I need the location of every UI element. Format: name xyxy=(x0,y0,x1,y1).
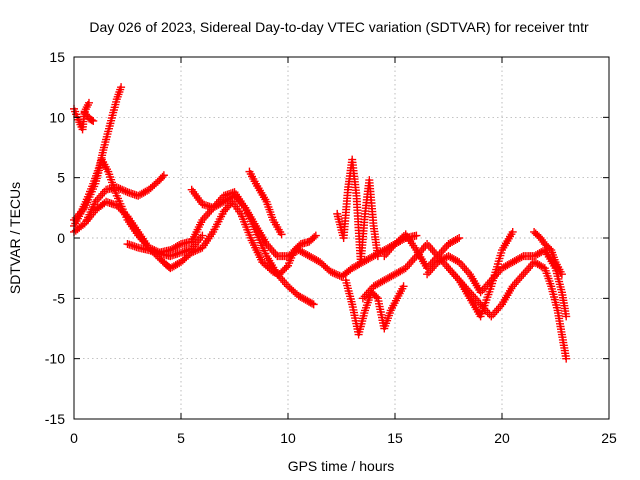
data-point-trail xyxy=(82,110,96,125)
y-tick-label: -5 xyxy=(53,290,66,306)
data-points-layer xyxy=(70,83,571,363)
y-tick-label: 15 xyxy=(49,49,65,65)
series-satellite-track-2 xyxy=(80,108,98,125)
data-point-trail xyxy=(125,233,205,260)
data-point xyxy=(444,264,453,273)
data-point-trail xyxy=(446,259,570,360)
data-point-trail xyxy=(342,278,407,336)
data-point-trail xyxy=(360,230,516,319)
data-point-trail xyxy=(333,158,382,264)
data-point-trail xyxy=(424,247,570,318)
series-satellite-track-16 xyxy=(530,227,566,279)
grid-layer xyxy=(74,57,609,419)
data-point-trail xyxy=(382,232,462,271)
data-point xyxy=(423,240,432,249)
x-tick-label: 10 xyxy=(280,430,296,446)
series-satellite-track-14 xyxy=(423,246,571,321)
x-tick-label: 0 xyxy=(70,430,78,446)
series-satellite-track-7 xyxy=(123,231,207,261)
y-tick-label: 10 xyxy=(49,109,65,125)
y-tick-label: 5 xyxy=(57,170,65,186)
y-axis-label: SDTVAR / TECUs xyxy=(7,182,23,294)
data-point xyxy=(519,270,528,279)
chart-title: Day 026 of 2023, Sidereal Day-to-day VTE… xyxy=(89,19,589,35)
x-tick-label: 15 xyxy=(387,430,403,446)
data-point-trail xyxy=(71,158,317,308)
series-satellite-track-15 xyxy=(444,258,571,363)
data-point-trail xyxy=(246,170,285,236)
ticks-layer: 0 5 10 15 20 25 -15 -10 -5 0 5 10 15 xyxy=(45,49,617,446)
series-satellite-track-6 xyxy=(82,171,168,224)
data-point xyxy=(423,270,432,279)
x-tick-label: 25 xyxy=(601,430,617,446)
series-satellite-track-11 xyxy=(341,276,408,339)
x-axis-label: GPS time / hours xyxy=(288,458,395,474)
y-tick-label: -10 xyxy=(45,351,65,367)
data-point-trail xyxy=(531,229,565,276)
data-point xyxy=(358,294,367,303)
series-satellite-track-8 xyxy=(187,185,421,281)
series-satellite-track-9 xyxy=(245,167,286,239)
data-point xyxy=(487,312,496,321)
data-point-trail xyxy=(84,172,167,222)
x-tick-label: 20 xyxy=(494,430,510,446)
y-tick-label: -15 xyxy=(45,411,65,427)
x-tick-label: 5 xyxy=(177,430,185,446)
y-tick-label: 0 xyxy=(57,230,65,246)
series-satellite-track-10 xyxy=(333,155,382,267)
